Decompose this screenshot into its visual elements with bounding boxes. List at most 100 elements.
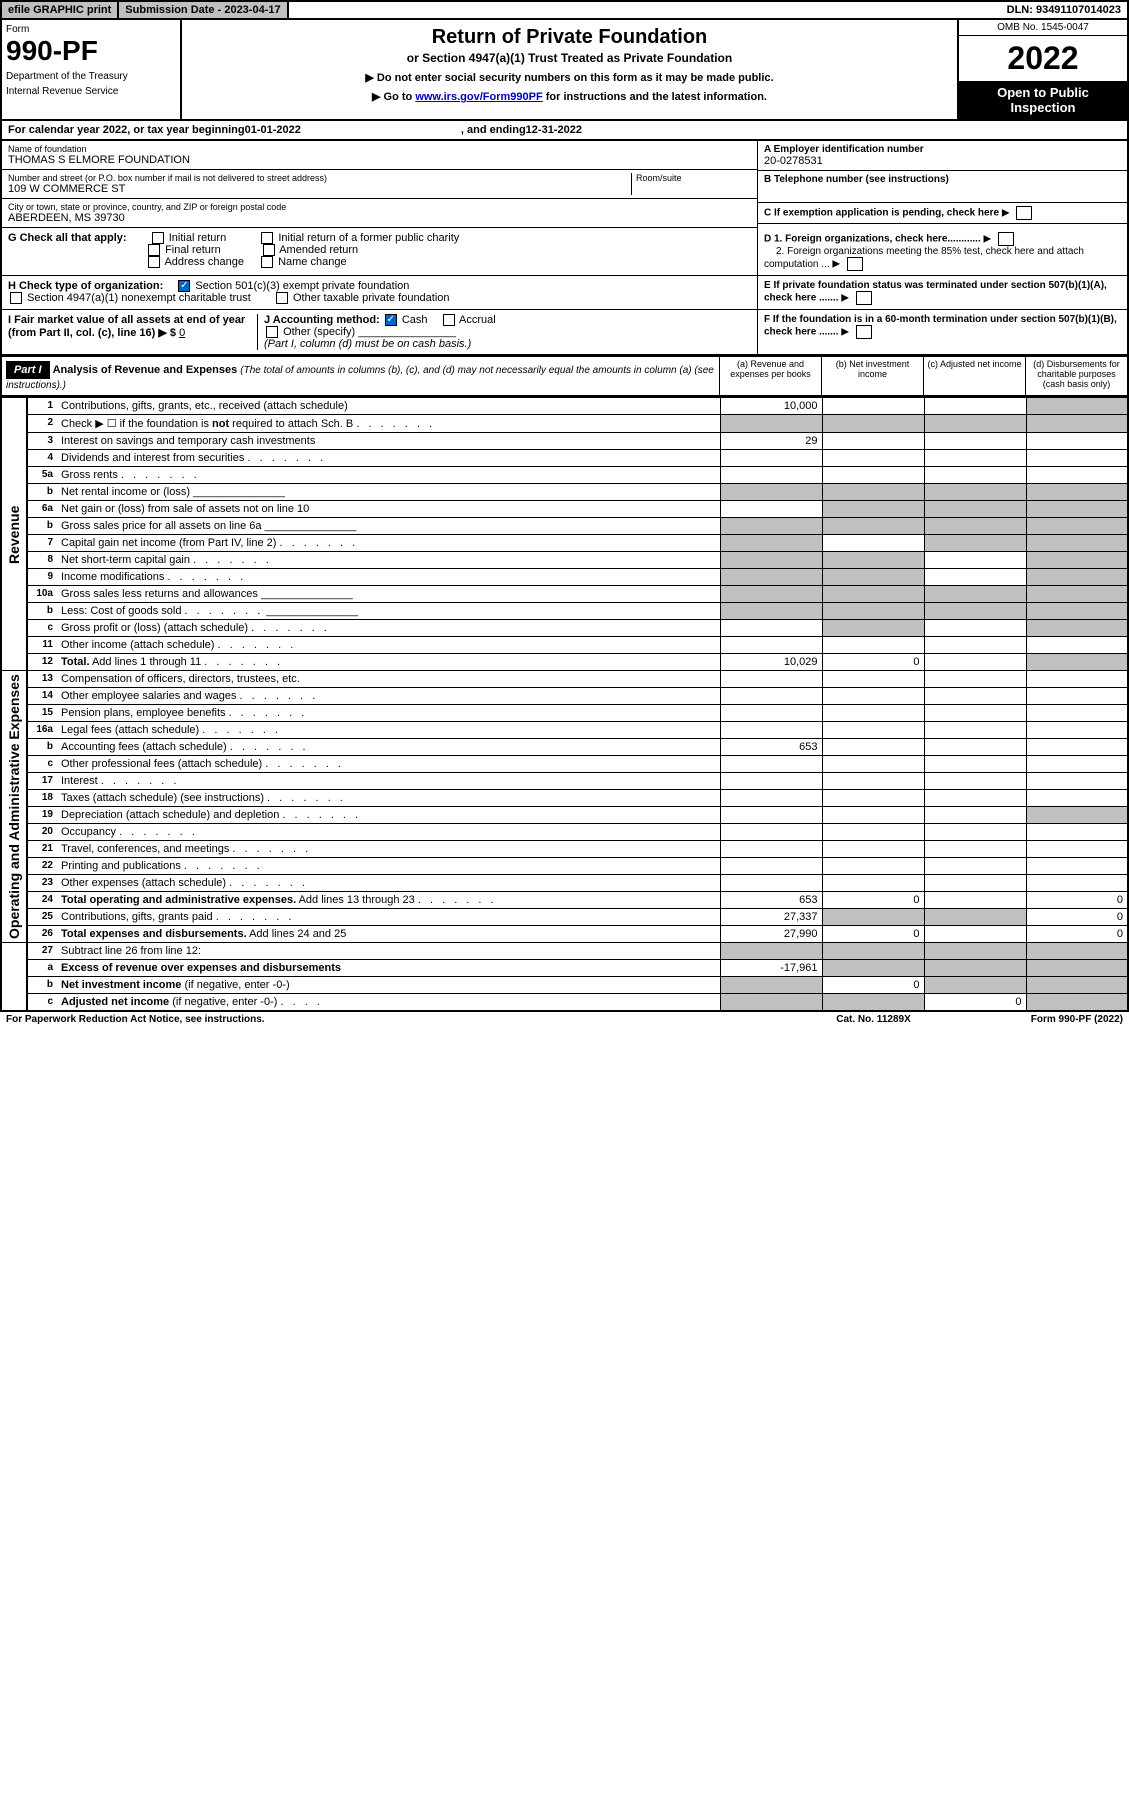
table-cell: -17,961 — [720, 960, 822, 977]
table-cell — [1026, 620, 1128, 637]
row-desc: Interest . . . . . . . — [57, 773, 720, 790]
table-cell — [1026, 552, 1128, 569]
foundation-name: THOMAS S ELMORE FOUNDATION — [8, 154, 751, 166]
checkbox-other-tax[interactable] — [276, 292, 288, 304]
table-cell — [1026, 586, 1128, 603]
instr-1: ▶ Do not enter social security numbers o… — [188, 71, 951, 84]
checkbox-final[interactable] — [148, 244, 160, 256]
efile-label: efile GRAPHIC print — [2, 2, 119, 18]
table-cell — [924, 569, 1026, 586]
checkbox-initial[interactable] — [152, 232, 164, 244]
table-cell — [1026, 450, 1128, 467]
row-desc: Gross sales less returns and allowances … — [57, 586, 720, 603]
checkbox-d2[interactable] — [847, 257, 863, 271]
row-desc: Other professional fees (attach schedule… — [57, 756, 720, 773]
table-cell — [720, 518, 822, 535]
table-cell — [822, 943, 924, 960]
checkbox-e[interactable] — [856, 291, 872, 305]
section-h: H Check type of organization: Section 50… — [2, 276, 757, 309]
row-desc: Other expenses (attach schedule) . . . .… — [57, 875, 720, 892]
table-cell — [720, 569, 822, 586]
table-cell: 0 — [1026, 892, 1128, 909]
table-cell — [720, 790, 822, 807]
row-num: 2 — [27, 415, 57, 433]
table-cell — [1026, 569, 1128, 586]
row-num: b — [27, 518, 57, 535]
checkbox-amended[interactable] — [263, 244, 275, 256]
table-row: 21Travel, conferences, and meetings . . … — [1, 841, 1128, 858]
row-num: 11 — [27, 637, 57, 654]
table-row: cGross profit or (loss) (attach schedule… — [1, 620, 1128, 637]
table-cell — [822, 398, 924, 415]
checkbox-cash[interactable] — [385, 314, 397, 326]
table-cell: 0 — [1026, 909, 1128, 926]
table-cell — [822, 569, 924, 586]
table-row: bGross sales price for all assets on lin… — [1, 518, 1128, 535]
table-cell — [924, 467, 1026, 484]
row-desc: Adjusted net income (if negative, enter … — [57, 994, 720, 1012]
table-cell — [822, 620, 924, 637]
table-cell — [924, 484, 1026, 501]
checkbox-accrual[interactable] — [443, 314, 455, 326]
table-cell — [924, 705, 1026, 722]
checkbox-initial-former[interactable] — [261, 232, 273, 244]
checks-ij-row: I Fair market value of all assets at end… — [0, 310, 1129, 356]
checkbox-name[interactable] — [261, 256, 273, 268]
row-desc: Net investment income (if negative, ente… — [57, 977, 720, 994]
table-row: 4Dividends and interest from securities … — [1, 450, 1128, 467]
row-desc: Accounting fees (attach schedule) . . . … — [57, 739, 720, 756]
checkbox-501c3[interactable] — [178, 280, 190, 292]
row-num: 4 — [27, 450, 57, 467]
irs-link[interactable]: www.irs.gov/Form990PF — [415, 91, 542, 103]
checkbox-f[interactable] — [856, 325, 872, 339]
table-row: 25Contributions, gifts, grants paid . . … — [1, 909, 1128, 926]
table-cell: 653 — [720, 892, 822, 909]
row-desc: Capital gain net income (from Part IV, l… — [57, 535, 720, 552]
checkbox-other-method[interactable] — [266, 326, 278, 338]
table-cell — [1026, 603, 1128, 620]
table-row: bAccounting fees (attach schedule) . . .… — [1, 739, 1128, 756]
table-cell — [1026, 807, 1128, 824]
table-row: 15Pension plans, employee benefits . . .… — [1, 705, 1128, 722]
checkbox-d1[interactable] — [998, 232, 1014, 246]
dept-treasury: Department of the Treasury — [6, 71, 176, 82]
table-cell — [924, 654, 1026, 671]
table-cell: 0 — [822, 892, 924, 909]
row-num: b — [27, 739, 57, 756]
table-row: 8Net short-term capital gain . . . . . .… — [1, 552, 1128, 569]
row-desc: Less: Cost of goods sold . . . . . . . _… — [57, 603, 720, 620]
table-cell — [1026, 960, 1128, 977]
checkbox-4947[interactable] — [10, 292, 22, 304]
table-cell — [822, 535, 924, 552]
table-cell — [720, 722, 822, 739]
table-cell — [924, 892, 1026, 909]
row-num: 16a — [27, 722, 57, 739]
section-ij: I Fair market value of all assets at end… — [2, 310, 757, 354]
table-row: 6aNet gain or (loss) from sale of assets… — [1, 501, 1128, 518]
table-cell — [1026, 688, 1128, 705]
table-row: Revenue1Contributions, gifts, grants, et… — [1, 398, 1128, 415]
checkbox-c[interactable] — [1016, 206, 1032, 220]
row-desc: Net short-term capital gain . . . . . . … — [57, 552, 720, 569]
table-row: 17Interest . . . . . . . — [1, 773, 1128, 790]
header-left: Form 990-PF Department of the Treasury I… — [2, 20, 182, 119]
table-row: bLess: Cost of goods sold . . . . . . . … — [1, 603, 1128, 620]
table-cell — [1026, 671, 1128, 688]
table-cell — [822, 773, 924, 790]
table-cell: 27,337 — [720, 909, 822, 926]
table-cell — [1026, 415, 1128, 433]
table-cell — [1026, 824, 1128, 841]
table-row: 9Income modifications . . . . . . . — [1, 569, 1128, 586]
footer-mid: Cat. No. 11289X — [836, 1014, 910, 1025]
header-mid: Return of Private Foundation or Section … — [182, 20, 957, 119]
table-row: 23Other expenses (attach schedule) . . .… — [1, 875, 1128, 892]
table-cell — [1026, 501, 1128, 518]
table-cell — [720, 841, 822, 858]
row-desc: Pension plans, employee benefits . . . .… — [57, 705, 720, 722]
table-cell — [1026, 433, 1128, 450]
checkbox-address[interactable] — [148, 256, 160, 268]
year-end: 12-31-2022 — [526, 124, 582, 136]
city-cell: City or town, state or province, country… — [2, 199, 757, 228]
table-cell — [924, 977, 1026, 994]
row-desc: Depreciation (attach schedule) and deple… — [57, 807, 720, 824]
